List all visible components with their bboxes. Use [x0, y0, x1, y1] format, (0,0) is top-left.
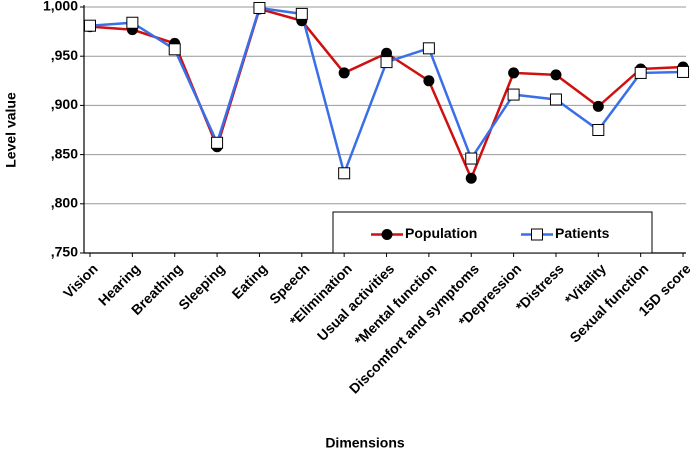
legend-label: Population	[405, 225, 477, 241]
data-point	[677, 65, 690, 78]
data-point	[507, 88, 520, 101]
data-point	[338, 67, 350, 79]
data-point	[422, 42, 435, 55]
x-tick-label: Eating	[229, 260, 271, 302]
x-tick-label: Vision	[60, 260, 101, 301]
data-point	[338, 167, 351, 180]
data-point	[549, 93, 562, 106]
legend-label: Patients	[555, 225, 610, 241]
legend-marker	[531, 228, 543, 241]
series-line	[89, 6, 684, 178]
data-point	[84, 19, 96, 32]
data-point	[592, 124, 605, 136]
data-point	[550, 69, 562, 81]
data-point	[423, 75, 435, 87]
y-axis-title: Level value	[3, 92, 19, 168]
data-point	[465, 172, 477, 184]
data-point	[380, 56, 393, 69]
y-tick-label: ,950	[51, 47, 78, 63]
y-tick-label: ,850	[51, 145, 78, 161]
x-tick-label: Sleeping	[175, 260, 228, 313]
legend-marker	[381, 229, 393, 240]
x-axis-title: Dimensions	[325, 435, 405, 451]
data-point	[465, 152, 478, 165]
y-tick-label: 1,000	[43, 0, 78, 14]
y-tick-label: ,900	[51, 96, 78, 112]
data-point	[295, 7, 308, 20]
y-tick-label: ,750	[51, 244, 78, 260]
data-point	[126, 16, 139, 29]
series-line	[89, 7, 684, 182]
x-tick-label: Usual activities	[314, 260, 398, 344]
data-point	[508, 67, 520, 79]
data-point	[211, 136, 224, 149]
data-point	[592, 100, 604, 112]
y-tick-label: ,800	[51, 195, 78, 211]
data-point	[381, 47, 393, 59]
data-point	[634, 66, 647, 79]
data-point	[253, 1, 266, 14]
data-point	[168, 43, 181, 56]
